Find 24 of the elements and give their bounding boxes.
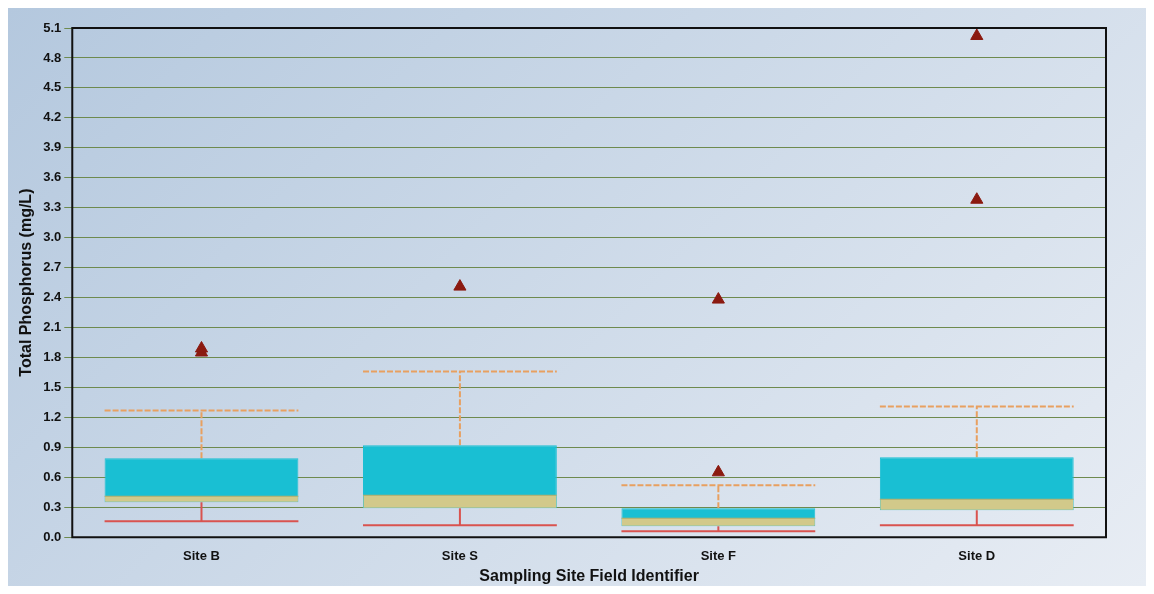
y-tick-label: 2.7 xyxy=(43,259,62,275)
y-tick-label: 4.2 xyxy=(43,109,62,125)
y-tick-label: 3.0 xyxy=(43,229,62,245)
y-tick-label: 1.8 xyxy=(43,349,62,365)
y-tick-label: 1.2 xyxy=(43,408,62,424)
y-tick-label: 0.3 xyxy=(43,498,62,514)
y-tick-label: 4.5 xyxy=(43,79,62,95)
y-tick-label: 3.3 xyxy=(43,199,62,215)
y-tick-label: 0.6 xyxy=(43,468,62,484)
y-tick-label: 0.9 xyxy=(43,438,62,454)
x-tick-label: Site F xyxy=(700,547,737,563)
x-axis-title: Sampling Site Field Identifier xyxy=(479,566,699,584)
x-tick-label: Site S xyxy=(441,547,479,563)
y-tick-label: 3.6 xyxy=(43,169,62,185)
y-tick-label: 5.1 xyxy=(43,19,62,35)
y-tick-label: 4.8 xyxy=(43,49,62,65)
y-tick-label: 3.9 xyxy=(43,139,62,155)
y-axis-title: Total Phosphorus (mg/L) xyxy=(17,188,35,377)
x-tick-label: Site D xyxy=(958,547,996,563)
y-tick-label: 1.5 xyxy=(43,379,62,395)
y-tick-label: 2.1 xyxy=(43,319,62,335)
x-tick-label: Site B xyxy=(183,547,220,563)
y-tick-label: 0.0 xyxy=(43,528,62,544)
y-tick-label: 2.4 xyxy=(43,289,63,305)
